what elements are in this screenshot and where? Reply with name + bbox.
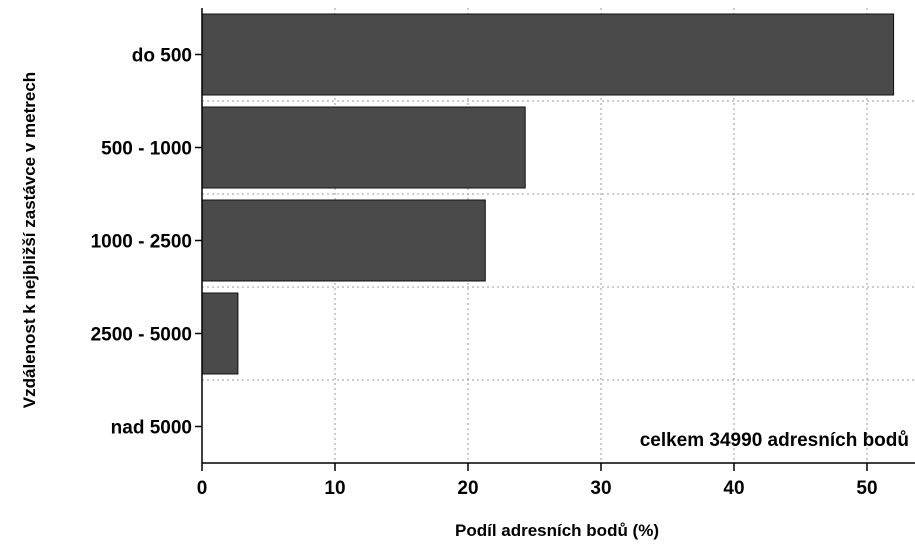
bar [201,199,486,282]
bar [201,13,895,96]
x-tick-label: 20 [457,478,478,499]
x-axis-title: Podíl adresních bodů (%) [455,521,659,540]
axes-layer [195,8,915,471]
labels-layer: do 500 500 - 1000 1000 - 2500 2500 - 5000 na… [91,46,878,500]
y-tick-label: 1000 - 2500 [91,232,192,253]
x-tick-label: 40 [723,478,744,499]
bar [201,292,239,375]
bar [201,106,526,189]
total-annotation: celkem 34990 adresních bodů [640,430,909,451]
x-tick-label: 0 [197,478,208,499]
y-tick-label: nad 5000 [111,418,192,439]
y-tick-label: 500 - 1000 [101,139,192,160]
y-tick-label: 2500 - 5000 [91,325,192,346]
bars-layer [201,13,895,375]
x-tick-label: 50 [856,478,877,499]
y-axis-title: Vzdálenost k nejbližší zastávce v metrec… [20,72,39,408]
x-tick-label: 30 [590,478,611,499]
y-tick-label: do 500 [132,46,192,67]
x-tick-label: 10 [324,478,345,499]
